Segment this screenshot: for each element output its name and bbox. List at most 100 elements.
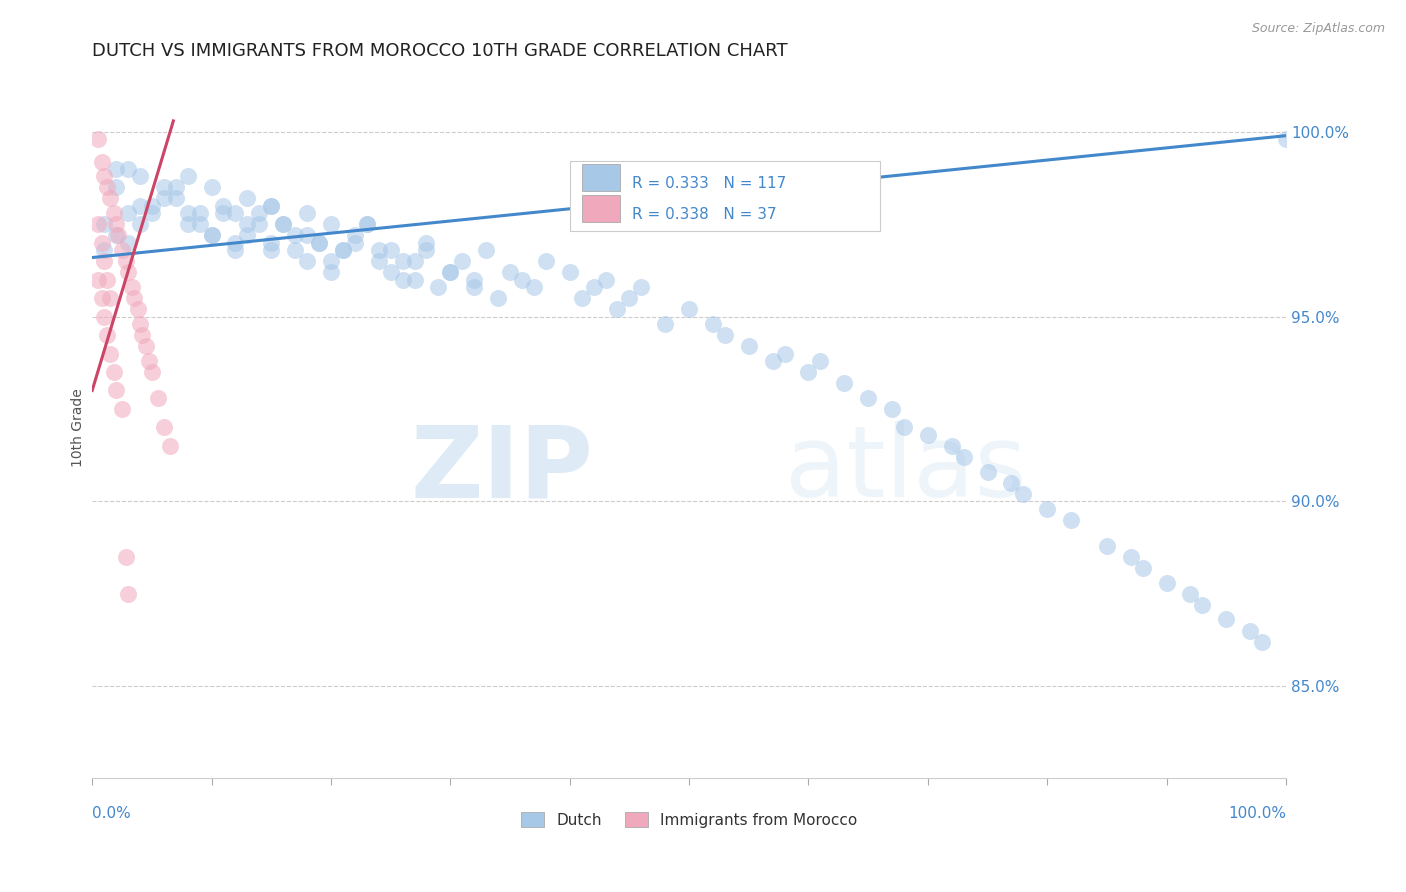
Point: [308, 235, 330, 250]
Point: [188, 217, 211, 231]
Point: [105, 161, 128, 176]
Point: [499, 265, 522, 279]
Point: [367, 243, 389, 257]
Point: [87, 132, 110, 146]
Point: [111, 401, 134, 416]
Point: [107, 228, 129, 243]
Point: [1215, 612, 1237, 626]
Point: [714, 328, 737, 343]
Point: [571, 291, 593, 305]
Point: [117, 206, 139, 220]
Bar: [569, 161, 880, 231]
Point: [284, 243, 307, 257]
Point: [236, 217, 259, 231]
Point: [247, 217, 270, 231]
Point: [319, 254, 342, 268]
Point: [1036, 501, 1059, 516]
Point: [117, 161, 139, 176]
Point: [427, 280, 450, 294]
Text: Source: ZipAtlas.com: Source: ZipAtlas.com: [1251, 22, 1385, 36]
Text: atlas: atlas: [785, 421, 1026, 518]
Point: [356, 217, 378, 231]
Point: [105, 217, 128, 231]
Point: [523, 280, 546, 294]
Point: [103, 206, 125, 220]
Point: [1060, 513, 1083, 527]
Point: [200, 228, 222, 243]
Point: [90, 235, 112, 250]
Point: [153, 420, 176, 434]
Point: [271, 217, 294, 231]
Point: [762, 354, 785, 368]
Point: [260, 199, 283, 213]
Point: [121, 280, 143, 294]
Point: [260, 199, 283, 213]
Point: [176, 169, 198, 184]
Point: [606, 302, 628, 317]
Point: [135, 339, 157, 353]
Legend: Dutch, Immigrants from Morocco: Dutch, Immigrants from Morocco: [515, 805, 863, 834]
Point: [165, 191, 187, 205]
Point: [117, 265, 139, 279]
Point: [188, 206, 211, 220]
Text: R = 0.333   N = 117: R = 0.333 N = 117: [631, 177, 786, 192]
Point: [463, 280, 485, 294]
Point: [475, 243, 498, 257]
Point: [212, 206, 235, 220]
Point: [93, 310, 115, 324]
Point: [236, 191, 259, 205]
Point: [236, 228, 259, 243]
Point: [90, 291, 112, 305]
Point: [271, 217, 294, 231]
Text: 100.0%: 100.0%: [1227, 806, 1286, 822]
Point: [451, 254, 474, 268]
Point: [654, 317, 676, 331]
Point: [332, 243, 354, 257]
Point: [773, 346, 796, 360]
Text: ZIP: ZIP: [411, 421, 593, 518]
Point: [159, 439, 181, 453]
Point: [122, 291, 145, 305]
Bar: [582, 164, 620, 191]
Point: [141, 365, 163, 379]
Point: [114, 254, 136, 268]
Y-axis label: 10th Grade: 10th Grade: [72, 388, 86, 467]
Point: [380, 243, 402, 257]
Point: [93, 254, 115, 268]
Point: [1156, 575, 1178, 590]
Point: [153, 180, 176, 194]
Point: [678, 302, 700, 317]
Point: [558, 265, 581, 279]
Point: [96, 180, 118, 194]
Point: [295, 206, 318, 220]
Point: [832, 376, 855, 390]
Point: [176, 206, 198, 220]
Point: [127, 302, 149, 317]
Point: [582, 280, 605, 294]
Point: [1191, 598, 1213, 612]
Point: [439, 265, 461, 279]
Point: [738, 339, 761, 353]
Point: [619, 291, 641, 305]
Point: [114, 549, 136, 564]
Point: [486, 291, 509, 305]
Point: [98, 191, 121, 205]
Point: [880, 401, 903, 416]
Point: [1012, 487, 1035, 501]
Point: [224, 243, 246, 257]
Point: [808, 354, 831, 368]
Point: [176, 217, 198, 231]
Point: [224, 235, 246, 250]
Point: [87, 217, 110, 231]
Point: [247, 206, 270, 220]
Point: [129, 199, 152, 213]
Point: [141, 206, 163, 220]
Point: [153, 191, 176, 205]
Point: [404, 273, 426, 287]
Point: [630, 280, 652, 294]
Point: [129, 317, 152, 331]
Point: [1180, 586, 1202, 600]
Point: [595, 273, 617, 287]
Point: [343, 235, 366, 250]
Point: [415, 235, 437, 250]
